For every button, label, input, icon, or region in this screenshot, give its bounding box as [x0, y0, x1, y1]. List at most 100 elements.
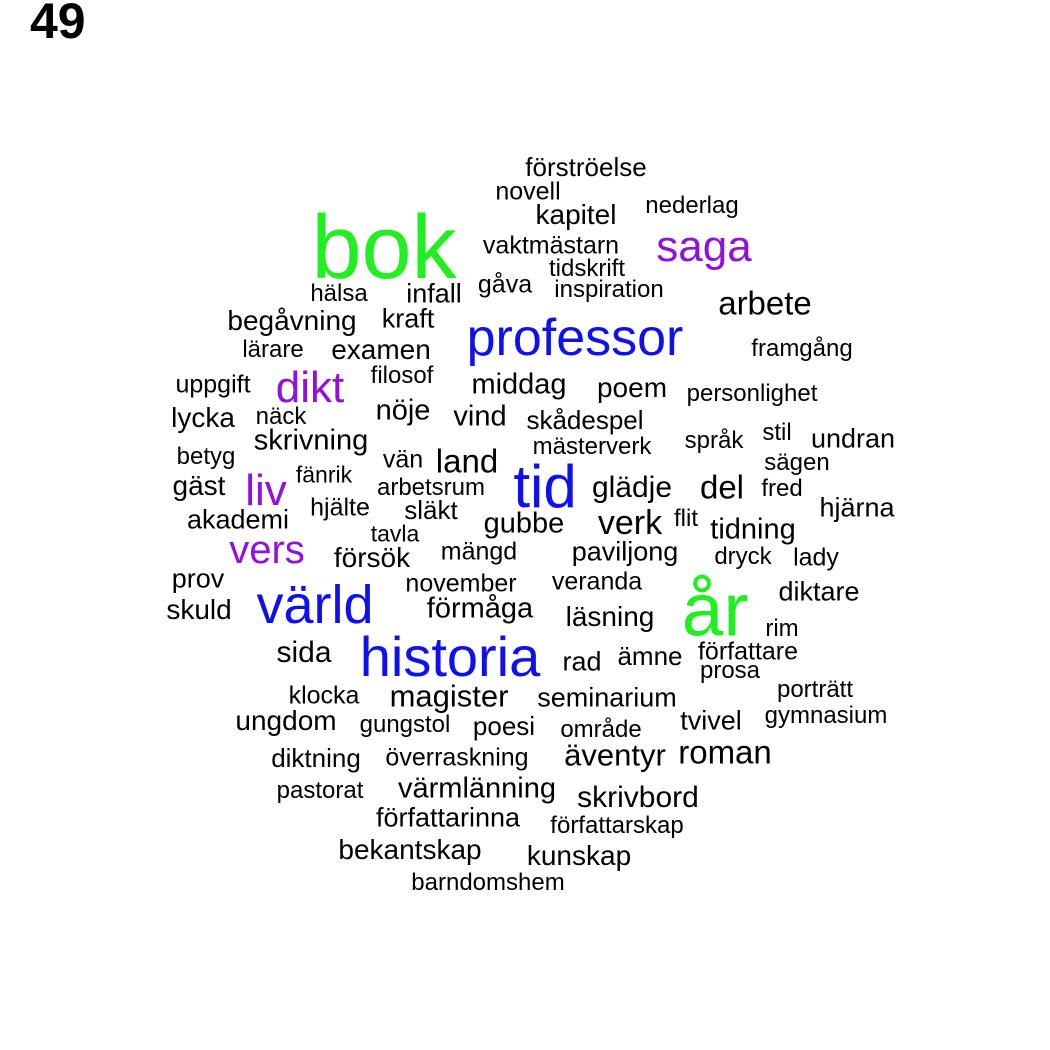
word-74: historia — [359, 625, 541, 688]
word-39: sägen — [764, 449, 830, 476]
word-9: gåva — [477, 270, 533, 299]
word-41: tid — [513, 453, 577, 520]
word-18: examen — [331, 334, 431, 365]
word-8: tidskrift — [548, 255, 626, 282]
word-99: kunskap — [526, 840, 632, 871]
word-79: porträtt — [776, 676, 854, 703]
page-number: 49 — [30, 0, 86, 49]
word-89: diktning — [271, 743, 361, 773]
word-20: uppgift — [175, 370, 251, 399]
word-54: flit — [674, 505, 698, 532]
word-73: sida — [276, 636, 332, 669]
word-55: tidning — [710, 513, 796, 546]
word-88: tvivel — [680, 705, 742, 736]
word-5: bok — [311, 198, 457, 298]
word-48: hjärna — [819, 492, 895, 523]
word-71: läsning — [565, 601, 655, 632]
word-65: veranda — [551, 567, 643, 596]
word-33: språk — [684, 427, 744, 454]
word-98: bekantskap — [338, 834, 482, 865]
word-96: författarinna — [375, 802, 521, 833]
word-95: skrivbord — [577, 781, 699, 814]
word-46: del — [699, 468, 745, 506]
word-21: dikt — [275, 363, 345, 412]
word-23: middag — [471, 368, 567, 401]
word-31: skrivning — [253, 424, 369, 457]
word-24: poem — [596, 372, 668, 403]
word-72: rim — [765, 615, 799, 642]
word-77: författare — [697, 637, 799, 666]
word-75: rad — [562, 646, 602, 677]
word-2: novell — [495, 177, 561, 206]
word-3: kapitel — [535, 199, 617, 230]
word-1: förströelse — [525, 152, 647, 182]
word-6: vaktmästarn — [482, 231, 620, 260]
word-62: lady — [793, 543, 839, 572]
word-51: akademi — [186, 504, 290, 535]
word-69: värld — [256, 575, 374, 635]
word-76: ämne — [617, 641, 683, 671]
word-25: personlighet — [686, 380, 818, 407]
word-86: poesi — [472, 711, 536, 741]
word-12: infall — [406, 278, 462, 309]
word-26: lycka — [171, 402, 235, 433]
word-44: arbetsrum — [376, 474, 486, 501]
word-82: seminarium — [537, 682, 677, 713]
word-37: vän — [382, 445, 424, 474]
word-57: vers — [229, 528, 305, 572]
word-32: mästerverk — [532, 433, 652, 460]
word-94: värmlänning — [398, 772, 556, 805]
word-100: barndomshem — [411, 869, 565, 896]
word-59: mängd — [440, 537, 518, 566]
word-68: skuld — [166, 594, 232, 625]
word-63: prov — [171, 563, 225, 594]
word-67: diktare — [778, 576, 860, 607]
word-15: kraft — [381, 303, 435, 334]
word-34: stil — [762, 419, 792, 446]
word-22: filosof — [370, 362, 434, 389]
word-35: undran — [810, 423, 896, 454]
word-91: äventyr — [564, 737, 666, 773]
word-60: paviljong — [571, 536, 679, 567]
word-14: begåvning — [227, 305, 357, 336]
word-43: liv — [245, 466, 287, 515]
word-27: näck — [255, 403, 307, 430]
word-93: pastorat — [276, 777, 364, 804]
word-66: år — [681, 567, 749, 652]
word-85: gungstol — [359, 711, 451, 738]
word-87: område — [560, 716, 642, 743]
word-40: fänrik — [295, 461, 353, 488]
word-81: magister — [389, 678, 509, 714]
word-47: fred — [761, 475, 803, 502]
word-92: roman — [678, 733, 772, 771]
word-52: gubbe — [483, 507, 565, 540]
word-56: tavla — [370, 520, 420, 547]
word-50: släkt — [404, 495, 458, 525]
word-78: prosa — [699, 657, 761, 684]
word-4: nederlag — [645, 192, 739, 219]
word-49: hjälte — [310, 493, 370, 522]
word-13: arbete — [718, 284, 812, 322]
word-42: gäst — [172, 470, 226, 501]
word-10: inspiration — [554, 276, 664, 303]
word-30: skådespel — [526, 405, 644, 435]
word-83: gymnasium — [764, 702, 888, 729]
word-29: vind — [453, 400, 507, 433]
word-16: professor — [466, 309, 684, 367]
word-45: glädje — [591, 471, 673, 504]
word-11: hälsa — [310, 280, 368, 307]
word-38: land — [435, 442, 499, 480]
word-36: betyg — [176, 443, 236, 470]
word-28: nöje — [375, 394, 431, 427]
word-90: överraskning — [385, 743, 529, 772]
word-64: november — [405, 569, 517, 598]
word-80: klocka — [288, 681, 360, 710]
word-19: framgång — [751, 335, 853, 362]
word-58: försök — [333, 542, 411, 573]
word-53: verk — [597, 504, 663, 542]
word-61: dryck — [714, 543, 772, 570]
word-84: ungdom — [235, 705, 337, 736]
word-17: lärare — [242, 336, 304, 363]
word-7: saga — [656, 222, 752, 271]
